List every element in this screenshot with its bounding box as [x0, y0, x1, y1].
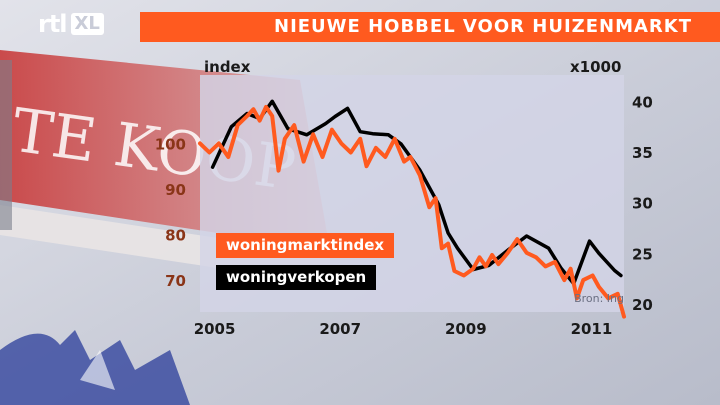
chart-source: Bron: Ing — [574, 292, 624, 305]
series-line-woningverkopen — [210, 99, 623, 286]
right-axis-tick-label: 40 — [632, 93, 653, 111]
right-axis-tick-label: 25 — [632, 245, 653, 263]
x-axis-tick-label: 2009 — [445, 320, 487, 338]
right-axis-tick-label: 30 — [632, 195, 653, 213]
x-axis-tick-label: 2005 — [194, 320, 236, 338]
legend-woningmarktindex: woningmarktindex — [216, 233, 395, 258]
x-axis-tick-label: 2011 — [571, 320, 613, 338]
right-axis-tick-label: 35 — [632, 144, 653, 162]
left-axis-tick-label: 100 — [155, 135, 186, 153]
title-bar: NIEUWE HOBBEL VOOR HUIZENMARKT — [140, 12, 720, 42]
left-axis-tick-label: 80 — [165, 227, 186, 245]
logo-rtl-text: rtl — [38, 10, 68, 38]
left-axis-tick-label: 70 — [165, 272, 186, 290]
logo-xl-badge: XL — [70, 13, 104, 35]
legend-woningverkopen: woningverkopen — [216, 265, 377, 290]
x-axis-tick-label: 2007 — [319, 320, 361, 338]
right-axis-tick-label: 20 — [632, 296, 653, 314]
left-axis-tick-label: 90 — [165, 181, 186, 199]
right-axis-title: x1000 — [570, 58, 622, 76]
left-axis-title: index — [204, 58, 251, 76]
series-line-woningmarktindex — [198, 104, 626, 319]
chart-title: NIEUWE HOBBEL VOOR HUIZENMARKT — [274, 16, 692, 37]
channel-logo: rtl XL — [38, 10, 104, 38]
